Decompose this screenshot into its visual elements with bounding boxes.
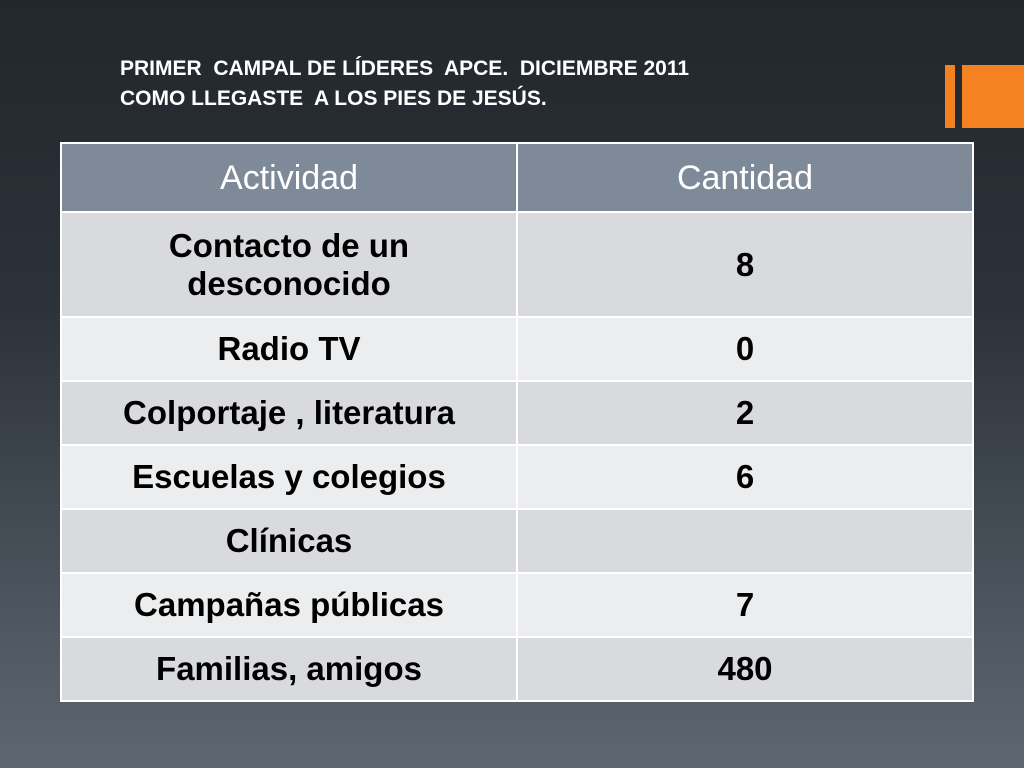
column-header: Cantidad xyxy=(516,142,974,213)
table-row: Radio TV 0 xyxy=(60,316,974,382)
quantity-cell: 6 xyxy=(516,444,974,510)
quantity-cell xyxy=(516,508,974,574)
slide-title: PRIMER CAMPAL DE LÍDERES APCE. DICIEMBRE… xyxy=(120,54,689,114)
accent-bar xyxy=(962,65,1024,128)
activity-cell: Familias, amigos xyxy=(60,636,518,702)
activity-cell: Escuelas y colegios xyxy=(60,444,518,510)
column-header: Actividad xyxy=(60,142,518,213)
table-row: Contacto de un desconocido 8 xyxy=(60,211,974,318)
table-row: Colportaje , literatura 2 xyxy=(60,380,974,446)
title-line: PRIMER CAMPAL DE LÍDERES APCE. DICIEMBRE… xyxy=(120,57,690,80)
quantity-cell: 480 xyxy=(516,636,974,702)
activity-cell: Colportaje , literatura xyxy=(60,380,518,446)
data-table: Actividad Cantidad Contacto de un descono… xyxy=(60,142,974,702)
table-row: Clínicas xyxy=(60,508,974,574)
quantity-cell: 7 xyxy=(516,572,974,638)
table-row: Familias, amigos 480 xyxy=(60,636,974,702)
accent-bar xyxy=(945,65,955,128)
title-line: COMO LLEGASTE A LOS PIES DE JESÚS. xyxy=(120,87,547,110)
table-row: Campañas públicas 7 xyxy=(60,572,974,638)
table-row: Escuelas y colegios 6 xyxy=(60,444,974,510)
activity-cell: Contacto de un desconocido xyxy=(60,211,518,318)
quantity-cell: 2 xyxy=(516,380,974,446)
activity-cell: Clínicas xyxy=(60,508,518,574)
activity-cell: Campañas públicas xyxy=(60,572,518,638)
quantity-cell: 0 xyxy=(516,316,974,382)
header-row: Actividad Cantidad xyxy=(60,142,974,213)
quantity-cell: 8 xyxy=(516,211,974,318)
activity-cell: Radio TV xyxy=(60,316,518,382)
